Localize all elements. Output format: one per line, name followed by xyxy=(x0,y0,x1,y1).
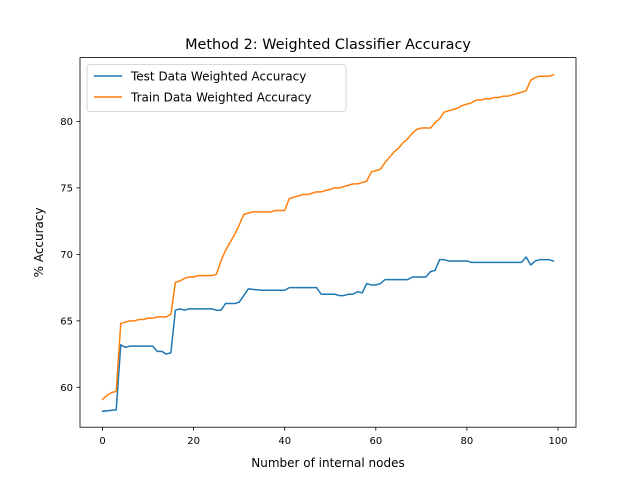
legend-label-train: Train Data Weighted Accuracy xyxy=(130,91,311,105)
legend: Test Data Weighted Accuracy Train Data W… xyxy=(86,64,347,112)
x-tick-label: 40 xyxy=(278,436,291,447)
series-line-0 xyxy=(101,256,555,413)
y-tick-label: 75 xyxy=(60,183,73,194)
x-tick-label: 20 xyxy=(187,436,200,447)
series-line-1 xyxy=(101,73,555,401)
y-tick-label: 60 xyxy=(60,383,73,394)
y-tick-label: 70 xyxy=(60,250,73,261)
plot-area xyxy=(101,73,555,413)
x-tick-label: 100 xyxy=(548,436,567,447)
y-axis-label: % Accuracy xyxy=(32,207,46,277)
legend-label-test: Test Data Weighted Accuracy xyxy=(130,70,306,84)
chart-title: Method 2: Weighted Classifier Accuracy xyxy=(185,37,471,53)
y-axis: 60 65 70 75 80 xyxy=(60,117,80,394)
y-tick-label: 65 xyxy=(60,316,73,327)
x-axis-label: Number of internal nodes xyxy=(251,456,404,470)
x-axis: 0 20 40 60 80 100 xyxy=(99,427,568,447)
x-tick-label: 80 xyxy=(461,436,474,447)
axes-frame xyxy=(79,57,577,428)
y-tick-label: 80 xyxy=(60,117,73,128)
x-tick-label: 0 xyxy=(99,436,105,447)
legend-box xyxy=(86,64,347,112)
x-tick-label: 60 xyxy=(369,436,382,447)
